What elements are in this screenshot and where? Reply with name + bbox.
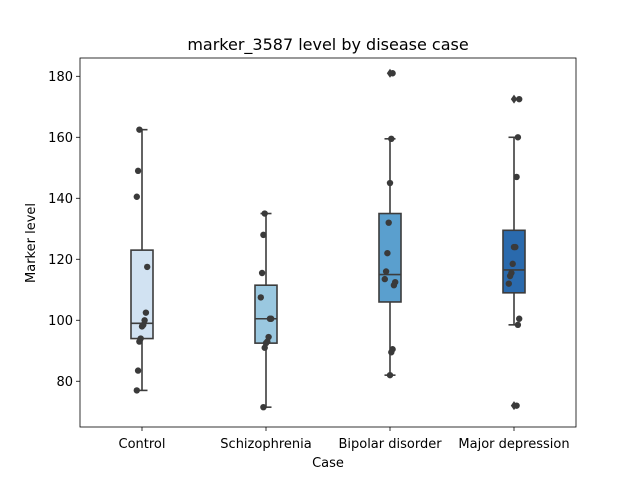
data-point [133,193,140,200]
data-point [512,243,519,251]
data-point [514,134,522,141]
y-tick-label: 140 [48,192,73,207]
data-point [260,231,267,239]
data-point [381,275,388,283]
data-point [268,315,275,322]
x-tick-label: Schizophrenia [220,437,311,452]
y-tick-label: 160 [48,131,73,146]
data-point [133,387,140,394]
data-point [516,95,523,103]
data-point [505,280,512,287]
y-tick-label: 80 [56,375,73,390]
x-tick-label: Control [119,437,166,452]
y-axis-label: Marker level [24,203,39,283]
data-point [258,269,266,277]
data-point [137,335,144,342]
plot-area: 80 100 120 140 160 180 Control Schizophrenia Bip… [48,57,577,452]
box-bipolar-disorder [378,212,402,303]
data-point [134,167,142,175]
data-point [144,263,151,271]
data-point [142,309,150,316]
data-point [508,269,515,277]
y-tick-label: 120 [48,253,73,268]
data-point [392,278,399,286]
data-point [257,294,264,301]
data-point [388,135,395,143]
x-tick-label: Major depression [458,437,569,452]
data-point [134,367,142,374]
data-point [516,315,523,322]
data-point [384,249,391,257]
data-point [382,268,390,275]
data-point [509,260,516,268]
y-tick-label: 100 [48,314,73,329]
x-tick-label: Bipolar disorder [338,437,442,452]
data-point [260,403,267,411]
plot-frame [79,57,577,428]
data-point [385,219,392,226]
box-schizophrenia [254,284,278,344]
y-tick-label: 180 [48,70,73,85]
data-point [386,371,394,379]
data-point [386,179,394,187]
data-point [513,173,520,181]
x-axis-label: Case [312,456,344,471]
data-point [514,321,522,329]
outlier-point [510,94,518,104]
data-point [265,333,272,341]
data-point [141,317,148,324]
data-point [389,70,396,77]
data-point [136,126,143,133]
data-point [389,346,396,353]
chart-title: marker_3587 level by disease case [187,35,468,55]
data-point [513,402,520,409]
data-point [261,210,268,217]
